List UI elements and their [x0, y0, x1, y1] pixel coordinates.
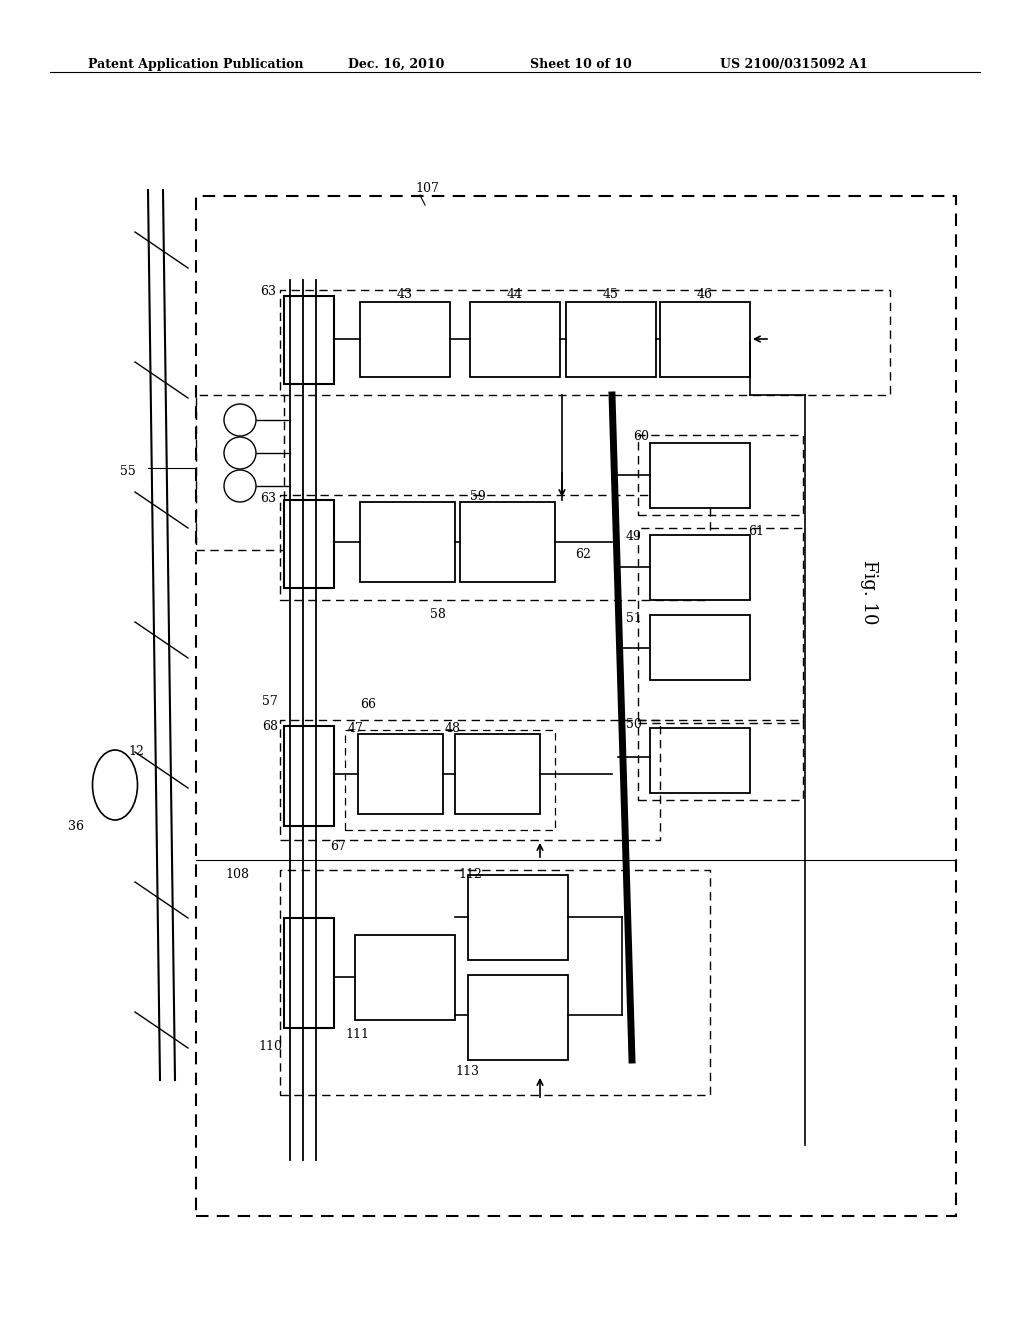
- Text: 48: 48: [445, 722, 461, 735]
- Bar: [470, 302, 560, 378]
- Text: 112: 112: [458, 869, 482, 880]
- Text: 61: 61: [748, 525, 764, 539]
- Text: 43: 43: [397, 288, 413, 301]
- Text: US 2100/0315092 A1: US 2100/0315092 A1: [720, 58, 868, 71]
- Text: 45: 45: [603, 288, 618, 301]
- Text: 36: 36: [68, 820, 84, 833]
- Bar: [360, 302, 450, 378]
- Text: 49: 49: [626, 531, 642, 543]
- Text: 58: 58: [430, 609, 445, 620]
- Text: 55: 55: [120, 465, 136, 478]
- Text: 66: 66: [360, 698, 376, 711]
- Text: 60: 60: [633, 430, 649, 444]
- Bar: [455, 734, 540, 814]
- Text: Fig. 10: Fig. 10: [860, 560, 878, 624]
- Bar: [196, 195, 956, 1216]
- Bar: [280, 870, 710, 1096]
- Text: 110: 110: [258, 1040, 282, 1053]
- Text: 68: 68: [262, 719, 278, 733]
- Bar: [638, 436, 803, 515]
- Bar: [355, 935, 455, 1020]
- Text: 46: 46: [697, 288, 713, 301]
- Text: 63: 63: [260, 492, 276, 506]
- Bar: [650, 729, 750, 793]
- Bar: [280, 290, 890, 395]
- Text: Sheet 10 of 10: Sheet 10 of 10: [530, 58, 632, 71]
- Bar: [284, 917, 334, 1028]
- Bar: [638, 719, 803, 800]
- Bar: [284, 726, 334, 826]
- Text: 111: 111: [345, 1028, 369, 1041]
- Bar: [284, 500, 334, 587]
- Bar: [280, 495, 710, 601]
- Bar: [638, 528, 803, 723]
- Bar: [358, 734, 443, 814]
- Bar: [468, 975, 568, 1060]
- Text: 59: 59: [470, 490, 485, 503]
- Bar: [460, 502, 555, 582]
- Text: 50: 50: [626, 718, 642, 731]
- Text: Patent Application Publication: Patent Application Publication: [88, 58, 303, 71]
- Bar: [345, 730, 555, 830]
- Text: 113: 113: [455, 1065, 479, 1078]
- Text: 57: 57: [262, 696, 278, 708]
- Text: 108: 108: [225, 869, 249, 880]
- Text: 62: 62: [575, 548, 591, 561]
- Bar: [360, 502, 455, 582]
- Bar: [650, 535, 750, 601]
- Bar: [468, 875, 568, 960]
- Text: 51: 51: [626, 612, 642, 624]
- Bar: [280, 719, 660, 840]
- Bar: [196, 395, 284, 550]
- Bar: [650, 615, 750, 680]
- Bar: [650, 444, 750, 508]
- Bar: [284, 296, 334, 384]
- Text: Dec. 16, 2010: Dec. 16, 2010: [348, 58, 444, 71]
- Text: 67: 67: [330, 840, 346, 853]
- Bar: [566, 302, 656, 378]
- Bar: [660, 302, 750, 378]
- Text: 47: 47: [348, 722, 364, 735]
- Text: 63: 63: [260, 285, 276, 298]
- Text: 44: 44: [507, 288, 523, 301]
- Text: 12: 12: [128, 744, 144, 758]
- Text: 107: 107: [415, 182, 439, 195]
